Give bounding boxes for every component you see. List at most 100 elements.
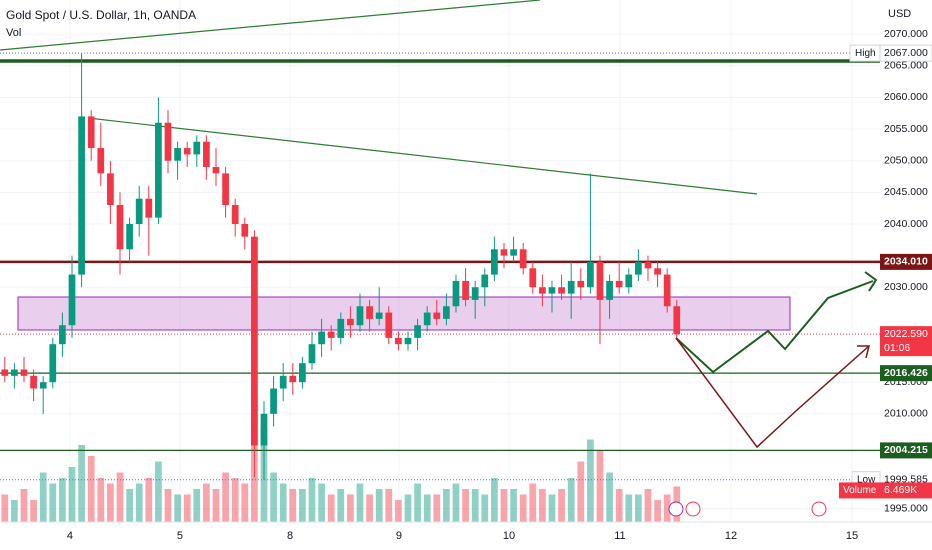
y-tick-label: 2060.000 xyxy=(884,91,928,103)
arrow-head xyxy=(864,271,878,292)
volume-bar xyxy=(1,494,9,522)
volume-bar xyxy=(231,478,239,522)
candle-body xyxy=(529,268,537,288)
chart-title: Gold Spot / U.S. Dollar, 1h, OANDA xyxy=(6,8,196,22)
candle-body xyxy=(231,205,239,224)
volume-bar xyxy=(155,461,162,522)
candle-body xyxy=(126,223,133,250)
candle-body xyxy=(193,141,201,155)
candle-body xyxy=(87,116,95,149)
candle-body xyxy=(49,344,57,383)
volume-bars xyxy=(1,401,681,522)
volume-bar xyxy=(78,445,85,522)
candle-body xyxy=(97,148,105,174)
candle-body xyxy=(270,388,277,414)
event-icon[interactable] xyxy=(685,501,701,517)
volume-bar xyxy=(347,494,354,522)
candle-body xyxy=(423,312,431,326)
volume-bar xyxy=(452,483,460,522)
volume-bar xyxy=(135,483,143,522)
candle-body xyxy=(596,261,604,300)
volume-bar xyxy=(20,489,28,522)
volume-bar xyxy=(625,494,633,522)
volume-bar xyxy=(366,494,373,522)
candle-body xyxy=(385,312,393,338)
volume-bar xyxy=(644,489,652,522)
volume-bar xyxy=(481,494,489,522)
countdown: 01:06 xyxy=(884,342,910,354)
candle-body xyxy=(289,375,297,383)
volume-bar xyxy=(289,489,297,522)
y-tick-label: 2050.000 xyxy=(884,154,928,166)
candle-body xyxy=(414,325,421,338)
event-icon[interactable] xyxy=(811,501,827,517)
y-tick-label: 2010.000 xyxy=(884,408,928,420)
trend-line xyxy=(87,117,758,195)
level-label: 2004.215 xyxy=(884,444,928,456)
projection xyxy=(675,280,874,374)
zone xyxy=(17,296,791,331)
current-price-label: 2022.590 xyxy=(884,328,928,340)
candle-body xyxy=(155,122,162,218)
volume-bar xyxy=(241,483,249,522)
candle-body xyxy=(222,173,229,206)
volume-bar xyxy=(68,467,76,522)
candle-body xyxy=(462,280,469,300)
level-label: 2034.010 xyxy=(884,256,928,268)
candle-body xyxy=(299,363,306,383)
level-label-bg xyxy=(880,442,932,459)
candle-body xyxy=(433,312,441,319)
x-tick-label: 8 xyxy=(287,530,293,542)
candle-body xyxy=(471,287,479,300)
candle-body xyxy=(68,274,76,326)
candle-body xyxy=(500,249,508,256)
volume-bar xyxy=(279,483,287,522)
candle-body xyxy=(1,369,9,376)
volume-bar xyxy=(183,494,191,522)
candle-body xyxy=(183,148,191,155)
volume-bar xyxy=(654,500,661,522)
candle-body xyxy=(241,223,249,237)
candle-body xyxy=(443,306,450,319)
candle-body xyxy=(452,280,460,307)
y-tick-label: 2065.000 xyxy=(884,60,928,72)
volume-bar xyxy=(356,483,364,522)
volume-bar xyxy=(299,489,306,522)
candle-body xyxy=(673,306,681,335)
volume-bar xyxy=(222,472,229,522)
volume-bar xyxy=(433,494,441,522)
volume-bar xyxy=(615,489,623,522)
x-tick-label: 9 xyxy=(396,530,402,542)
y-tick-label: 2040.000 xyxy=(884,218,928,230)
candle-body xyxy=(203,141,210,168)
candle-body xyxy=(510,249,517,256)
high-label-bg xyxy=(879,44,932,62)
y-tick-label: 2030.000 xyxy=(884,281,928,293)
volume-bar xyxy=(327,494,335,522)
candle-body xyxy=(558,287,565,294)
volume-bar xyxy=(606,472,613,522)
candle-body xyxy=(519,249,527,269)
volume-bar xyxy=(49,483,57,522)
volume-bar xyxy=(404,494,412,522)
y-tick-label: 2055.000 xyxy=(884,123,928,135)
volume-bar xyxy=(174,494,181,522)
candle-body xyxy=(279,375,287,389)
x-tick-label: 15 xyxy=(846,530,858,542)
chart-subtitle: Vol xyxy=(6,27,21,39)
volume-bar xyxy=(97,478,105,522)
candle-body xyxy=(30,375,37,389)
candle-body xyxy=(625,274,633,288)
high-name: High xyxy=(855,48,876,59)
volume-bar xyxy=(337,489,345,522)
volume-bar xyxy=(116,472,124,522)
volume-bar xyxy=(500,489,508,522)
level-label-bg xyxy=(880,365,932,382)
volume-bar xyxy=(587,439,594,522)
candle-body xyxy=(107,173,114,206)
trend-line xyxy=(0,0,541,51)
y-tick-label: 1995.000 xyxy=(884,502,928,514)
volume-bar xyxy=(59,478,66,522)
event-icon[interactable] xyxy=(668,501,684,517)
